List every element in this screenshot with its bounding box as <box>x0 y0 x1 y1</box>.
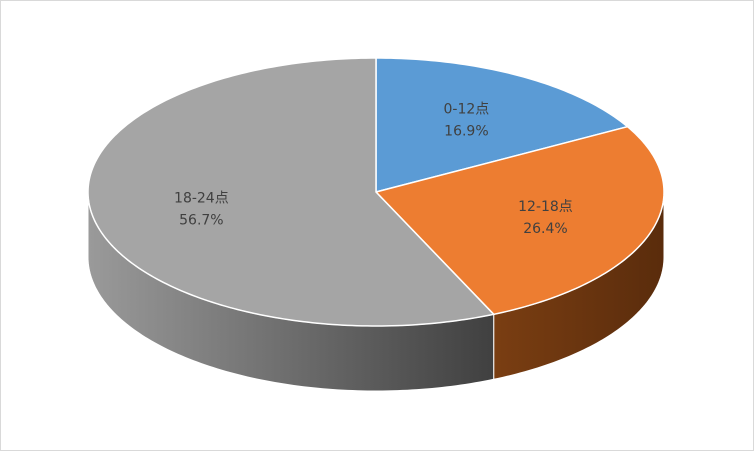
slice-value-label: 16.9% <box>444 123 488 139</box>
slice-category-label: 18-24点 <box>174 190 229 206</box>
pie-slice <box>375 57 630 193</box>
pie-slice <box>374 125 665 316</box>
slice-category-label: 0-12点 <box>444 101 490 117</box>
slice-value-label: 26.4% <box>523 221 567 237</box>
slice-value-label: 56.7% <box>179 212 223 228</box>
slice-category-label: 12-18点 <box>518 199 573 215</box>
pie-slice <box>87 57 496 327</box>
